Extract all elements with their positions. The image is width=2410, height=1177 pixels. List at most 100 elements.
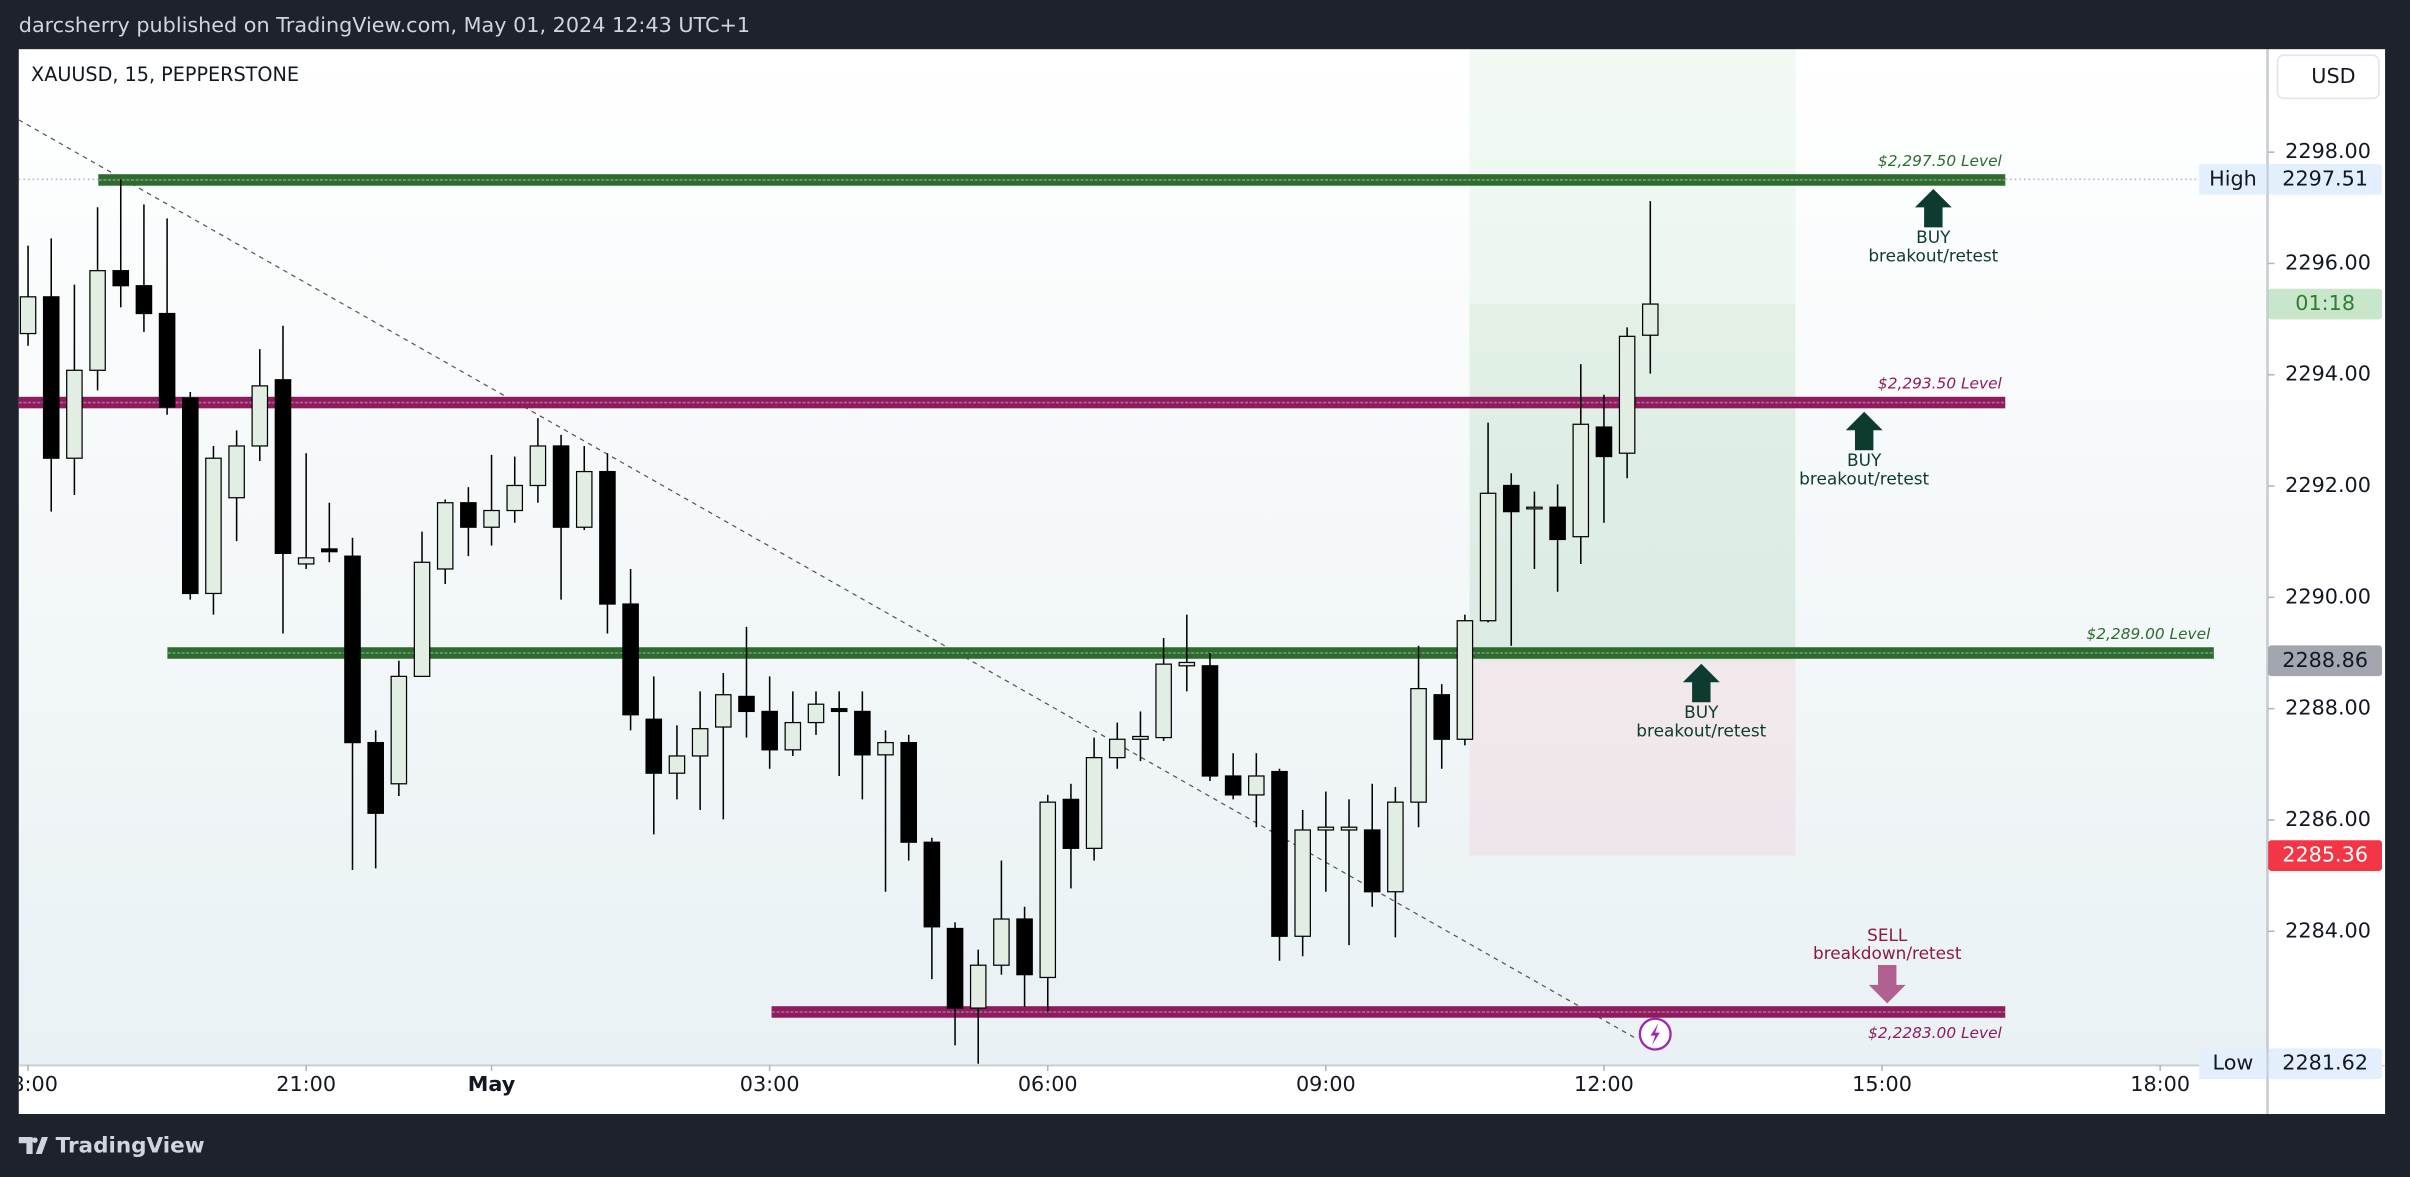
axes: 2284.00 2286.00 2288.00 2290.00 2292.00 2294.… <box>0 139 2382 1096</box>
candle-body <box>158 312 176 408</box>
price-badge <box>2268 1048 2382 1080</box>
x-tick-label: 21:00 <box>276 1072 336 1096</box>
candle-body <box>112 270 130 287</box>
annotation-text: breakdown/retest <box>1813 943 1962 963</box>
price-badge <box>2268 645 2382 677</box>
level-label: $2,293.50 Level <box>1878 375 2003 393</box>
price-badge-label: 2297.51 <box>2282 166 2368 190</box>
candle-body <box>1433 694 1451 740</box>
candle-body <box>19 296 37 335</box>
candle-body <box>1387 801 1404 893</box>
level-band <box>167 647 2214 659</box>
currency[interactable]: USD <box>2311 64 2355 88</box>
candle-body <box>993 918 1010 966</box>
price-axis-area <box>2268 49 2386 1115</box>
arrow-up <box>1845 411 1883 451</box>
candle-body <box>181 397 199 595</box>
candle-body <box>1132 735 1149 740</box>
range-tag <box>2199 1048 2267 1080</box>
candle-body <box>1572 423 1590 538</box>
x-tick-label: 06:00 <box>1018 1072 1078 1096</box>
symbol: XAUUSD, 15, PEPPERSTONE <box>31 63 299 86</box>
x-tick-label: 12:00 <box>1574 1072 1634 1096</box>
candle-body <box>1502 484 1520 513</box>
candle-body <box>460 502 477 528</box>
x-tick-label: 15:00 <box>1852 1072 1912 1096</box>
candle-body <box>1248 775 1265 796</box>
candle-body <box>668 755 686 774</box>
range-tag-label: Low <box>2213 1051 2254 1075</box>
candle-body <box>1085 757 1103 849</box>
annotation-text: BUY <box>1684 702 1719 722</box>
x-tick-label: 09:00 <box>1296 1072 1356 1096</box>
x-tick-label: May <box>468 1072 516 1096</box>
alert-bolt <box>1650 1023 1660 1045</box>
level-band <box>18 396 2006 409</box>
candle-body <box>1224 775 1242 796</box>
candle-body <box>969 964 987 1009</box>
candle-body <box>66 369 83 459</box>
candle-body <box>1108 738 1126 759</box>
x-axis-area <box>18 1064 2267 1115</box>
y-tick-label: 2290.00 <box>2285 584 2371 608</box>
candle-body <box>1479 492 1497 622</box>
candle-body <box>42 296 60 459</box>
candle-body <box>483 509 500 528</box>
annotation-text: breakout/retest <box>1799 468 1929 488</box>
annotation-text: SELL <box>1867 925 1908 945</box>
range-tag-label: High <box>2209 166 2257 190</box>
candle-body <box>877 741 894 756</box>
annotation-text: BUY <box>1847 450 1882 470</box>
level-label: $2,2283.00 Level <box>1868 1024 2002 1042</box>
candle-body <box>1178 661 1196 667</box>
candle-body <box>784 721 802 751</box>
price-badge <box>2268 840 2382 871</box>
price-badge-label: 2281.62 <box>2282 1051 2368 1075</box>
level-band <box>771 1006 2006 1018</box>
candle-body <box>297 557 315 565</box>
candle-body <box>854 710 871 756</box>
tv-logo <box>18 1137 48 1154</box>
y-tick-label: 2284.00 <box>2285 918 2371 942</box>
candle-body <box>367 741 384 814</box>
candle-body <box>1294 829 1311 937</box>
x-tick-label: 18:00 <box>2130 1072 2190 1096</box>
y-tick-label: 2292.00 <box>2285 473 2371 497</box>
x-tick-label: 03:00 <box>740 1072 800 1096</box>
candle-body <box>321 548 338 553</box>
y-tick-label: 2294.00 <box>2285 362 2371 386</box>
y-tick-label: 2296.00 <box>2285 250 2371 274</box>
candle-body <box>1271 770 1288 937</box>
candle-body <box>599 470 616 605</box>
candle-body <box>228 445 245 499</box>
level-label: $2,289.00 Level <box>2087 625 2212 643</box>
logo-icon <box>18 1137 48 1154</box>
alert-icon <box>1638 1017 1672 1051</box>
annotation-text: BUY <box>1916 227 1951 247</box>
x-axis: 18:00 21:00 May 03:00 06:00 09:00 12:00 15:00 18… <box>0 1064 2190 1096</box>
y-tick-label: 2286.00 <box>2285 807 2371 831</box>
currency-button[interactable] <box>2276 54 2380 100</box>
level-band <box>98 174 2006 186</box>
candle-body <box>506 484 524 512</box>
arrow-down <box>1868 964 1906 1004</box>
candle-body <box>830 708 848 713</box>
candle-body <box>135 285 153 315</box>
candle-body <box>761 710 778 751</box>
candle-body <box>1201 665 1219 777</box>
candle-body <box>1642 303 1659 336</box>
price-badge-label: 2288.86 <box>2282 648 2368 672</box>
candle-body <box>807 703 825 724</box>
price-badge-label: 01:18 <box>2295 291 2355 315</box>
range-tag <box>2199 164 2267 195</box>
candle-body <box>552 445 570 528</box>
x-tick-label: 18:00 <box>0 1072 58 1096</box>
candle-body <box>900 741 917 843</box>
y-tick-label: 2298.00 <box>2285 139 2371 163</box>
plot-area <box>18 49 2267 1065</box>
price-badge-label: 2285.36 <box>2282 843 2368 867</box>
position-stop-zone <box>1469 660 1796 856</box>
